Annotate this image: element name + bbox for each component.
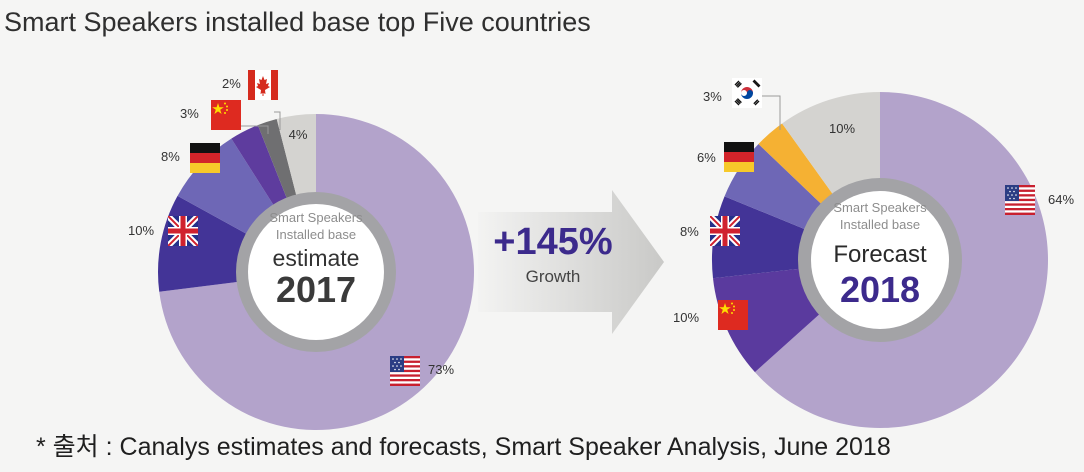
korea-flag-icon: [732, 78, 762, 108]
source-footnote: * 출처 : Canalys estimates and forecasts, …: [36, 433, 891, 461]
canada-flag-icon: [248, 70, 278, 100]
us-flag-icon: [390, 356, 420, 386]
center-line1: Smart Speakers: [833, 200, 927, 215]
germany-flag-icon: [190, 143, 220, 173]
data-label: 4%: [289, 127, 308, 142]
germany-flag-icon: [724, 142, 754, 172]
donut-slice-us: [754, 92, 1048, 428]
donut-center-disc: [811, 191, 949, 329]
data-label: 3%: [180, 106, 199, 121]
center-label: estimate: [273, 245, 360, 271]
data-label: 64%: [1048, 192, 1074, 207]
center-line1: Smart Speakers: [269, 210, 363, 225]
data-label: 10%: [128, 223, 154, 238]
donut-center-disc: [248, 204, 384, 340]
center-label: Forecast: [833, 241, 927, 268]
data-label: 2%: [222, 76, 241, 91]
data-label: 73%: [428, 362, 454, 377]
center-line2: Installed base: [276, 227, 356, 242]
data-label: 10%: [829, 121, 855, 136]
donut-slice-uk: [711, 196, 825, 279]
china-flag-icon: [211, 100, 241, 130]
china-flag-icon: [718, 300, 748, 330]
donut-slice-china: [712, 266, 836, 373]
donut-slice-others: [782, 92, 880, 212]
uk-flag-icon: [168, 216, 198, 246]
data-label: 8%: [680, 224, 699, 239]
data-label: 10%: [673, 310, 699, 325]
uk-flag-icon: [710, 216, 740, 246]
data-label: 3%: [703, 89, 722, 104]
donut-slice-us: [159, 114, 475, 431]
donut-slice-china: [231, 125, 294, 222]
donut-slice-others: [276, 114, 316, 214]
growth-label: Growth: [526, 267, 581, 286]
chart-title: Smart Speakers installed base top Five c…: [4, 7, 591, 37]
data-label: 8%: [161, 149, 180, 164]
growth-value: +145%: [493, 221, 612, 263]
center-line2: Installed base: [840, 217, 920, 232]
leader-line: [274, 111, 281, 130]
donut-slice-korea: [758, 123, 846, 219]
leader-line: [762, 95, 781, 130]
center-year: 2017: [276, 269, 356, 310]
donut-slice-canada: [257, 118, 302, 217]
donut-chart-2018: [711, 92, 1048, 428]
growth-arrow-icon: [478, 190, 664, 334]
center-year: 2018: [840, 269, 920, 310]
us-flag-icon: [1005, 185, 1035, 215]
leader-line: [241, 125, 269, 134]
data-label: 6%: [697, 150, 716, 165]
